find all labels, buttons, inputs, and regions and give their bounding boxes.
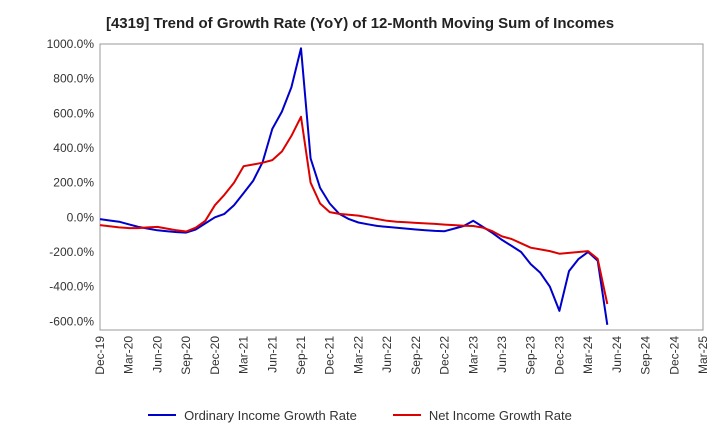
legend-label-net-income: Net Income Growth Rate <box>428 407 572 423</box>
legend-item-net-income: Net Income Growth Rate <box>392 407 572 423</box>
x-tick-label: Mar-24 <box>581 336 595 374</box>
y-tick-label: -600.0% <box>49 314 94 328</box>
x-tick-label: Jun-20 <box>150 336 164 373</box>
legend-label-ordinary-income: Ordinary Income Growth Rate <box>184 407 357 423</box>
tick-labels: 1000.0% 800.0% 600.0% 400.0% 200.0% 0.0% -200.… <box>47 37 710 375</box>
x-tick-label: Jun-23 <box>495 336 509 373</box>
y-tick-label: -200.0% <box>49 245 94 259</box>
legend-swatch-ordinary-income <box>148 414 177 416</box>
series-line-net-income <box>99 115 609 305</box>
x-tick-label: Sep-24 <box>639 336 653 375</box>
plot-frame <box>99 43 704 331</box>
legend-swatch-net-income <box>392 414 421 416</box>
series-line-ordinary-income <box>99 47 609 325</box>
x-tick-label: Sep-23 <box>524 336 538 375</box>
x-tick-label: Mar-20 <box>122 336 136 374</box>
y-tick-label: 1000.0% <box>47 37 95 51</box>
y-tick-label: 600.0% <box>53 106 94 120</box>
x-tick-label: Dec-20 <box>208 336 222 375</box>
axes <box>99 43 704 331</box>
x-tick-label: Mar-25 <box>696 336 710 374</box>
y-tick-label: 800.0% <box>53 72 94 86</box>
x-tick-label: Dec-23 <box>552 336 566 375</box>
x-tick-label: Sep-21 <box>294 336 308 375</box>
chart-title: [4319] Trend of Growth Rate (YoY) of 12-… <box>105 15 615 32</box>
legend-item-ordinary-income: Ordinary Income Growth Rate <box>148 408 357 423</box>
x-tick-label: Mar-23 <box>466 336 480 374</box>
x-tick-label: Jun-22 <box>380 336 394 373</box>
x-tick-label: Jun-24 <box>610 336 624 373</box>
y-tick-label: -400.0% <box>49 280 94 294</box>
x-tick-label: Dec-22 <box>438 336 452 375</box>
y-tick-label: 0.0% <box>67 210 95 224</box>
series-lines <box>99 47 609 325</box>
x-tick-label: Mar-22 <box>351 336 365 374</box>
x-tick-label: Sep-20 <box>179 336 193 375</box>
x-tick-label: Mar-21 <box>237 336 251 374</box>
y-tick-label: 200.0% <box>53 176 94 190</box>
x-tick-label: Jun-21 <box>265 336 279 373</box>
y-tick-label: 400.0% <box>53 141 94 155</box>
x-tick-label: Dec-19 <box>93 336 107 375</box>
x-tick-label: Sep-22 <box>409 336 423 375</box>
x-tick-label: Dec-21 <box>323 336 337 375</box>
legend: Ordinary Income Growth Rate Net Income G… <box>0 405 720 425</box>
x-tick-label: Dec-24 <box>667 336 681 375</box>
